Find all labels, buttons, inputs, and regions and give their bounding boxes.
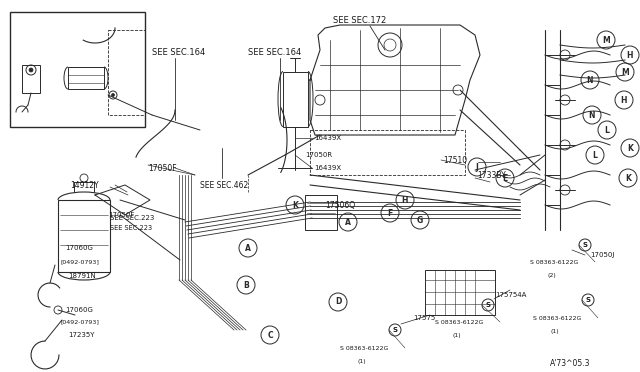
- Text: (1): (1): [551, 330, 559, 334]
- Text: S: S: [392, 327, 397, 333]
- Text: H: H: [621, 96, 627, 105]
- Text: SEE SEC.164: SEE SEC.164: [248, 48, 301, 57]
- Text: 17050F: 17050F: [148, 164, 177, 173]
- Text: S 08363-6122G: S 08363-6122G: [435, 320, 483, 324]
- Text: M: M: [602, 35, 610, 45]
- Text: S: S: [586, 297, 591, 303]
- Text: H: H: [627, 51, 633, 60]
- Text: A: A: [345, 218, 351, 227]
- Text: K: K: [292, 201, 298, 209]
- Text: 17050J: 17050J: [590, 252, 614, 258]
- Circle shape: [111, 93, 115, 96]
- Text: N: N: [589, 110, 595, 119]
- Text: (1): (1): [453, 334, 461, 339]
- Text: S 08363-6122G: S 08363-6122G: [533, 315, 581, 321]
- Text: (1): (1): [358, 359, 367, 365]
- Text: M: M: [621, 67, 629, 77]
- Text: SEE SEC.172: SEE SEC.172: [333, 16, 387, 25]
- Bar: [425, 270, 495, 315]
- Text: J: J: [476, 163, 479, 171]
- Text: 17050R: 17050R: [305, 152, 332, 158]
- Text: 17506Q: 17506Q: [325, 201, 355, 209]
- Text: F: F: [387, 208, 392, 218]
- Bar: [68, 67, 104, 89]
- Text: G: G: [417, 215, 423, 224]
- Text: 16439X: 16439X: [314, 165, 341, 171]
- Text: S: S: [486, 302, 490, 308]
- Text: 18791N: 18791N: [68, 273, 96, 279]
- Text: 17575: 17575: [413, 315, 435, 321]
- Text: 17050F: 17050F: [108, 212, 134, 218]
- Text: S: S: [582, 242, 588, 248]
- Text: A: A: [245, 244, 251, 253]
- Text: H: H: [402, 196, 408, 205]
- Text: [0492-0793]: [0492-0793]: [60, 260, 99, 264]
- Bar: [58, 200, 110, 272]
- Text: K: K: [627, 144, 633, 153]
- Text: 14912Y: 14912Y: [70, 180, 99, 189]
- Bar: [108, 30, 145, 115]
- Text: 17235Y: 17235Y: [68, 332, 95, 338]
- Text: L: L: [605, 125, 609, 135]
- Text: D: D: [335, 298, 341, 307]
- Text: S 08363-6122G: S 08363-6122G: [340, 346, 388, 350]
- Text: SEE SEC.164: SEE SEC.164: [152, 48, 205, 57]
- Bar: [310, 130, 465, 175]
- Text: (2): (2): [548, 273, 557, 279]
- Text: 16439X: 16439X: [314, 135, 341, 141]
- Text: 175754A: 175754A: [495, 292, 526, 298]
- Text: 17060G: 17060G: [65, 307, 93, 313]
- Bar: [10, 12, 145, 127]
- Text: K: K: [625, 173, 631, 183]
- Text: L: L: [593, 151, 597, 160]
- Text: SEE SEC.223: SEE SEC.223: [110, 215, 154, 221]
- Text: C: C: [267, 330, 273, 340]
- Text: A'73^05.3: A'73^05.3: [550, 359, 591, 368]
- Text: [0492-0793]: [0492-0793]: [60, 320, 99, 324]
- Text: SEE SEC.223: SEE SEC.223: [110, 225, 152, 231]
- Text: 17060G: 17060G: [65, 245, 93, 251]
- Text: B: B: [243, 280, 249, 289]
- Text: 1733BY: 1733BY: [477, 170, 506, 180]
- Bar: [305, 195, 337, 230]
- Text: SEE SEC.462: SEE SEC.462: [200, 180, 248, 189]
- Circle shape: [29, 68, 33, 72]
- Bar: [22, 65, 40, 93]
- Text: E: E: [502, 173, 508, 183]
- Text: 17510: 17510: [443, 155, 467, 164]
- Text: N: N: [587, 76, 593, 84]
- Text: S 08363-6122G: S 08363-6122G: [530, 260, 579, 264]
- Bar: [283, 72, 308, 127]
